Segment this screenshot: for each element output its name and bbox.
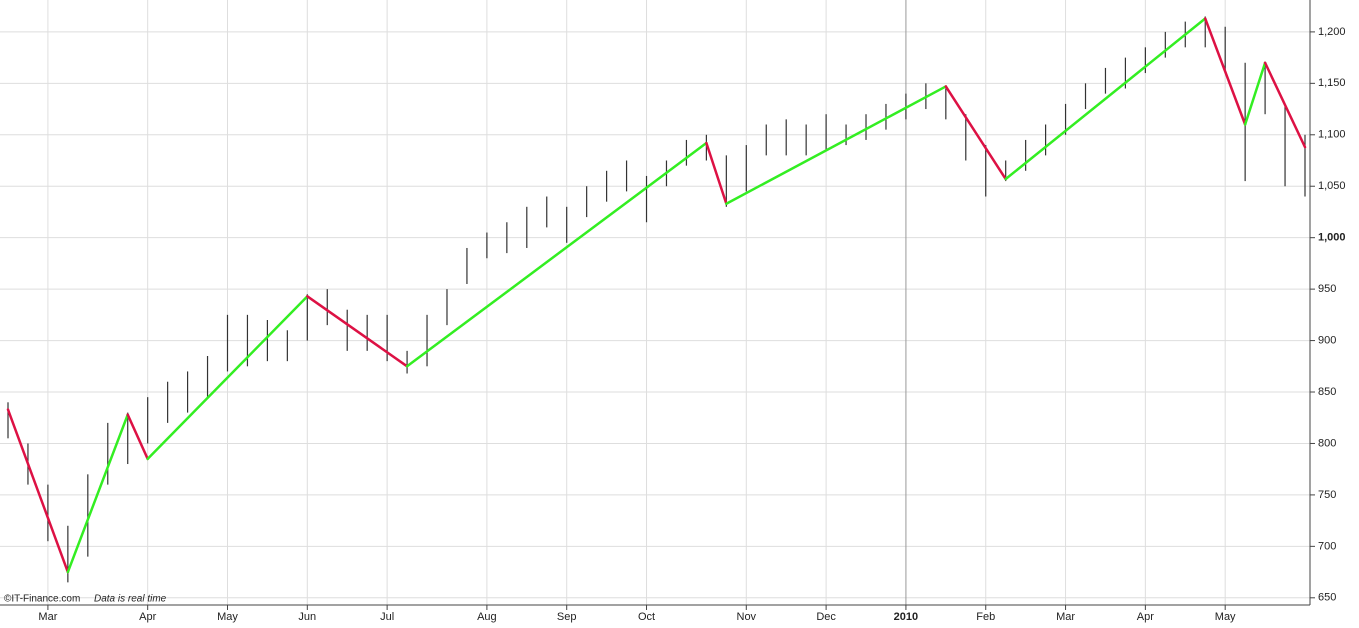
x-tick-label: Feb	[976, 611, 995, 623]
x-tick-label: 2010	[894, 611, 918, 623]
grid	[0, 0, 1310, 605]
x-tick-label: Dec	[816, 611, 836, 623]
zigzag-segment	[66, 413, 129, 574]
zigzag-segment	[405, 141, 708, 368]
zigzag-segment	[944, 85, 1007, 181]
x-tick-label: Aug	[477, 611, 497, 623]
zigzag-segment	[1203, 17, 1247, 126]
x-tick-label: Mar	[38, 611, 57, 623]
zigzag-segment	[705, 141, 728, 205]
zigzag-segment	[1243, 61, 1267, 126]
zigzag-segment	[6, 408, 70, 574]
x-tick-label: Jun	[298, 611, 316, 623]
zigzag-segment	[306, 295, 409, 368]
x-tick-label: Sep	[557, 611, 577, 623]
x-tick-label: Oct	[638, 611, 655, 623]
x-tick-label: May	[1215, 611, 1236, 623]
zigzag-segment	[126, 413, 149, 461]
y-tick-label: 800	[1318, 437, 1336, 449]
y-tick-label: 1,000	[1318, 232, 1346, 244]
zigzag-segment	[1263, 61, 1307, 149]
y-tick-label: 650	[1318, 592, 1336, 604]
y-tick-label: 1,100	[1318, 129, 1346, 141]
y-tick-label: 1,200	[1318, 26, 1346, 38]
y-tick-label: 950	[1318, 283, 1336, 295]
credit-note: Data is real time	[94, 594, 167, 605]
y-tick-label: 900	[1318, 334, 1336, 346]
x-tick-label: Apr	[1137, 611, 1154, 623]
y-tick-label: 700	[1318, 540, 1336, 552]
x-tick-label: Jul	[380, 611, 394, 623]
zigzag-segment	[725, 85, 948, 205]
y-tick-label: 750	[1318, 489, 1336, 501]
zigzag-segment	[1004, 17, 1207, 181]
x-tick-label: Apr	[139, 611, 156, 623]
marks	[6, 16, 1307, 583]
y-tick-label: 850	[1318, 386, 1336, 398]
y-tick-label: 1,150	[1318, 77, 1346, 89]
credit: ©IT-Finance.com	[4, 594, 80, 605]
x-tick-label: Mar	[1056, 611, 1075, 623]
x-tick-label: Nov	[737, 611, 757, 623]
y-tick-label: 1,050	[1318, 180, 1346, 192]
x-tick-label: May	[217, 611, 238, 623]
zigzag-segment	[146, 295, 309, 461]
